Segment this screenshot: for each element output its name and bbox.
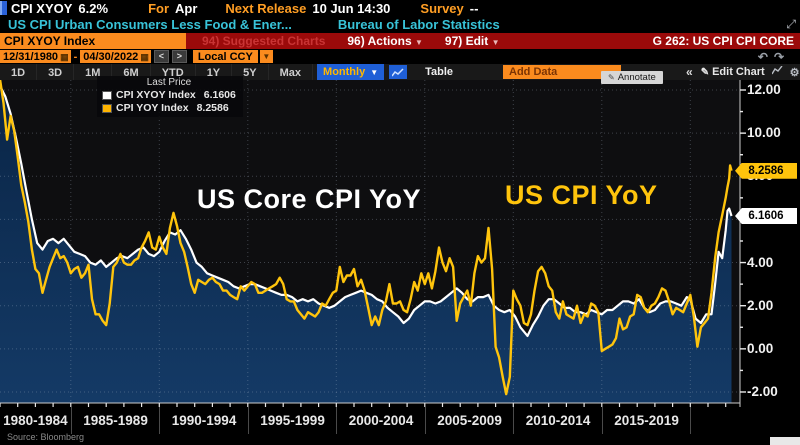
- for-value: Apr: [175, 0, 198, 16]
- calendar-icon: ▦: [60, 51, 69, 62]
- security-description: US CPI Urban Consumers Less Food & Ener.…: [8, 17, 292, 32]
- legend-item[interactable]: CPI YOY Index 8.2586: [102, 102, 236, 114]
- price-chart[interactable]: [0, 80, 800, 445]
- chart-tools: « ✎ Edit Chart ⚙: [686, 64, 800, 80]
- ticker: CPI XYOY: [11, 0, 73, 16]
- y-tick-label: 10.00: [747, 125, 781, 141]
- legend-label: CPI XYOY Index: [116, 89, 196, 101]
- currency-dropdown-icon[interactable]: ▼: [259, 50, 273, 63]
- currency-select[interactable]: Local CCY: [192, 50, 258, 63]
- period-tabs: 1D 3D 1M 6M YTD 1Y 5Y Max: [0, 64, 314, 80]
- calendar-icon: ▦: [140, 51, 149, 62]
- resize-corner[interactable]: [770, 437, 800, 445]
- period-tab-ytd[interactable]: YTD: [151, 64, 196, 80]
- y-tick-label: 2.00: [747, 297, 774, 313]
- undo-redo-group: ↶↷: [758, 50, 800, 64]
- chevron-down-icon: ▼: [491, 38, 500, 47]
- window-marker-icon: [0, 1, 7, 15]
- x-tick-label: 1980-1984: [3, 413, 68, 428]
- actions-menu[interactable]: 96) Actions ▼: [347, 34, 423, 48]
- legend-swatch-icon: [102, 90, 112, 100]
- next-release-value: 10 Jun 14:30: [312, 0, 391, 16]
- legend-swatch-icon: [102, 103, 112, 113]
- period-tab-1d[interactable]: 1D: [0, 64, 38, 80]
- chart-settings-icon[interactable]: [771, 65, 783, 78]
- table-button[interactable]: Table: [425, 66, 454, 78]
- y-tick-label: 4.00: [747, 254, 774, 270]
- next-release-label: Next Release: [225, 0, 307, 16]
- period-tab-6m[interactable]: 6M: [112, 64, 151, 80]
- y-tick-label: -2.00: [747, 383, 778, 399]
- line-chart-icon: [392, 67, 404, 76]
- pencil-icon: ✎: [700, 66, 710, 78]
- suggested-charts-menu[interactable]: 94) Suggested Charts: [202, 34, 326, 48]
- legend-title: Last Price: [146, 77, 192, 88]
- expand-icon[interactable]: ⤢: [786, 17, 796, 31]
- x-tick-label: 1995-1999: [247, 407, 337, 434]
- last-price-badge: 6.1606: [735, 207, 797, 224]
- period-tab-max[interactable]: Max: [269, 64, 314, 80]
- range-prev-button[interactable]: <: [153, 50, 169, 63]
- chevron-down-icon: ▼: [414, 38, 423, 47]
- legend-value: 8.2586: [196, 102, 229, 114]
- x-band-empty: [690, 407, 740, 434]
- x-tick-label: 2010-2014: [513, 407, 602, 434]
- start-date-input[interactable]: 12/31/1980 ▦: [0, 50, 71, 63]
- ticker-value: 6.2%: [78, 0, 109, 16]
- legend-item[interactable]: CPI XYOY Index 6.1606: [102, 89, 236, 101]
- x-tick-label: 2000-2004: [336, 407, 425, 434]
- chart-type-button[interactable]: [389, 65, 408, 79]
- range-bar: 12/31/1980 ▦ - 04/30/2022 ▦ < > Local CCY …: [0, 49, 800, 64]
- period-tab-3d[interactable]: 3D: [37, 64, 75, 80]
- edit-chart-button[interactable]: Edit Chart: [712, 66, 765, 78]
- period-tab-5y[interactable]: 5Y: [232, 64, 269, 80]
- legend-value: 6.1606: [203, 89, 236, 101]
- range-next-button[interactable]: >: [171, 50, 187, 63]
- security-field-input[interactable]: CPI XYOY Index: [0, 33, 186, 49]
- annotation-core-cpi-title: US Core CPI YoY: [197, 184, 422, 214]
- chart-legend[interactable]: Last Price CPI XYOY Index 6.1606 CPI YOY I…: [97, 76, 243, 117]
- x-tick-label: 1990-1994: [159, 407, 248, 434]
- gear-icon[interactable]: ⚙: [789, 66, 800, 79]
- collapse-panel-icon[interactable]: «: [686, 65, 693, 79]
- redo-icon[interactable]: ↷: [773, 49, 790, 64]
- last-price-badge: 8.2586: [735, 162, 797, 179]
- edit-menu[interactable]: 97) Edit ▼: [444, 34, 500, 48]
- x-axis-labels: 1980-1984 1985-1989 1990-1994 1995-1999 2000…: [0, 407, 740, 434]
- pencil-icon: ✎: [608, 73, 615, 82]
- y-tick-label: 12.00: [747, 82, 781, 97]
- period-tab-1y[interactable]: 1Y: [196, 64, 233, 80]
- chevron-down-icon: ▼: [370, 67, 379, 77]
- survey-value: --: [469, 0, 479, 16]
- period-tab-1m[interactable]: 1M: [74, 64, 113, 80]
- chart-area[interactable]: Last Price CPI XYOY Index 6.1606 CPI YOY I…: [0, 76, 800, 445]
- x-tick-label: 1985-1989: [70, 407, 160, 434]
- annotation-cpi-title: US CPI YoY: [505, 180, 658, 210]
- menu-bar: CPI XYOY Index 94) Suggested Charts 96) …: [0, 33, 800, 49]
- undo-icon[interactable]: ↶: [757, 49, 774, 64]
- legend-label: CPI YOY Index: [116, 102, 189, 114]
- end-date-input[interactable]: 04/30/2022 ▦: [80, 50, 151, 63]
- frequency-select[interactable]: Monthly ▼: [317, 64, 385, 80]
- annotate-button[interactable]: ✎ Annotate: [601, 71, 663, 84]
- for-label: For: [148, 0, 170, 16]
- data-source-label: Bureau of Labor Statistics: [337, 17, 500, 32]
- x-tick-label: 2015-2019: [601, 407, 691, 434]
- source-label: Source: Bloomberg: [7, 432, 85, 442]
- range-dash: -: [73, 50, 78, 63]
- survey-label: Survey: [420, 0, 464, 16]
- add-data-input[interactable]: Add Data: [503, 65, 621, 79]
- security-bar: US CPI Urban Consumers Less Food & Ener.…: [0, 16, 800, 33]
- title-bar: CPI XYOY 6.2% For Apr Next Release 10 Ju…: [0, 0, 800, 16]
- chart-id-label: G 262: US CPI CPI CORE: [652, 34, 794, 48]
- y-tick-label: 0.00: [747, 340, 774, 356]
- x-tick-label: 2005-2009: [424, 407, 514, 434]
